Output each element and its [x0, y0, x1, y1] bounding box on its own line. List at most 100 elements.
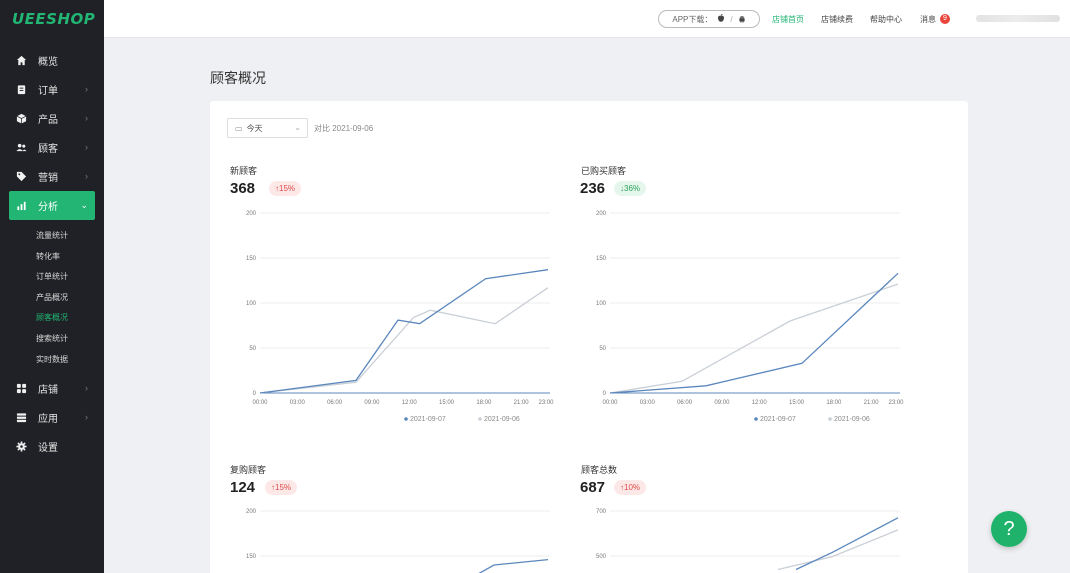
store-renew-link[interactable]: 店铺续费 — [821, 15, 853, 24]
sidebar-item-analysis[interactable]: 分析 ⌄ — [9, 191, 95, 220]
box-icon — [16, 113, 27, 124]
y-tick-label: 200 — [246, 211, 257, 217]
y-tick-label: 500 — [596, 554, 607, 560]
x-tick-label: 15:00 — [789, 400, 805, 406]
android-icon[interactable] — [738, 14, 746, 25]
legend-marker — [478, 417, 482, 421]
home-icon — [16, 55, 27, 66]
x-tick-label: 12:00 — [752, 400, 768, 406]
chevron-down-icon: ⌄ — [294, 123, 301, 132]
sidebar-item-label: 设置 — [38, 443, 58, 455]
page-title: 顾客概况 — [210, 70, 266, 86]
series-line — [795, 517, 899, 571]
store-home-link[interactable]: 店铺首页 — [772, 15, 804, 24]
legend-marker — [828, 417, 832, 421]
app-download-label: APP下载： — [672, 14, 713, 24]
legend-label: 2021-09-07 — [760, 416, 796, 423]
x-tick-label: 18:00 — [476, 400, 492, 406]
x-tick-label: 09:00 — [364, 400, 380, 406]
stack-icon — [16, 412, 27, 423]
sidebar-item-customers[interactable]: 顾客 › — [0, 133, 104, 162]
y-tick-label: 100 — [246, 301, 257, 307]
tag-icon — [16, 171, 27, 182]
sidebar-item-label: 营销 — [38, 173, 58, 184]
message-count-badge: 9 — [940, 14, 950, 24]
messages-link[interactable]: 消息 — [920, 15, 936, 24]
date-range-value: 今天 — [246, 123, 263, 133]
divider: / — [730, 14, 733, 24]
change-badge-new-customers: ↑15% — [269, 181, 302, 196]
sidebar-item-label: 分析 — [38, 202, 58, 213]
repeat-customers-chart: 200 150 — [246, 509, 550, 573]
metric-label-repeat-customers: 复购顾客 — [230, 465, 267, 475]
x-tick-label: 21:00 — [864, 400, 880, 406]
y-tick-label: 200 — [246, 509, 257, 515]
user-account[interactable] — [976, 15, 1060, 22]
subnav-search[interactable]: 搜索统计 — [36, 333, 68, 343]
y-tick-label: 0 — [253, 391, 257, 397]
legend-marker — [404, 417, 408, 421]
bar-chart-icon — [16, 200, 27, 211]
help-center-link[interactable]: 帮助中心 — [870, 15, 902, 24]
sidebar-item-label: 产品 — [38, 115, 58, 126]
new-customers-chart: 200 150 100 50 0 00:00 03:00 06:00 09:00 12:00 15:… — [246, 211, 554, 423]
subnav-traffic[interactable]: 流量统计 — [36, 231, 68, 240]
top-header: APP下载： / 店铺首页 店铺续费 帮助中心 消息 9 — [104, 0, 1070, 38]
sidebar-item-marketing[interactable]: 营销 › — [0, 162, 104, 191]
series-line — [259, 287, 549, 394]
y-tick-label: 0 — [603, 391, 607, 397]
chevron-right-icon: › — [85, 84, 88, 94]
sidebar: UEESHOP 概览 订单 › 产品 › 顾客 › 营销 › 分析 — [0, 0, 104, 573]
sidebar-item-products[interactable]: 产品 › — [0, 104, 104, 133]
analysis-subnav: 流量统计 转化率 订单统计 产品概况 顾客概况 搜索统计 实时数据 — [0, 220, 104, 374]
customer-overview-card: ▭ 今天 ⌄ 对比 2021-09-06 新顾客 368 ↑15% 200 150… — [210, 101, 968, 573]
sidebar-item-store[interactable]: 店铺 › — [0, 374, 104, 403]
subnav-realtime[interactable]: 实时数据 — [36, 354, 68, 364]
metric-label-total-customers: 顾客总数 — [581, 465, 618, 475]
users-icon — [16, 142, 27, 153]
y-tick-label: 150 — [596, 256, 607, 262]
legend-label: 2021-09-06 — [484, 416, 520, 423]
clipboard-icon — [16, 84, 27, 95]
x-tick-label: 00:00 — [602, 400, 618, 406]
series-line — [478, 558, 549, 573]
sidebar-nav: 概览 订单 › 产品 › 顾客 › 营销 › 分析 ⌄ 流量统计 — [0, 46, 104, 461]
metric-label-new-customers: 新顾客 — [230, 166, 258, 176]
sidebar-item-label: 店铺 — [38, 385, 58, 397]
sidebar-item-label: 顾客 — [38, 144, 58, 155]
sidebar-item-orders[interactable]: 订单 › — [0, 75, 104, 104]
purchased-customers-chart: 200 150 100 50 0 00:00 03:00 06:00 09:00 12:00 15:… — [596, 211, 904, 423]
legend-label: 2021-09-07 — [410, 416, 446, 423]
change-badge-total-customers: ↑10% — [614, 480, 647, 495]
change-badge-repeat-customers: ↑15% — [265, 480, 298, 495]
sidebar-item-settings[interactable]: 设置 — [0, 432, 104, 461]
y-tick-label: 50 — [249, 346, 256, 352]
x-tick-label: 00:00 — [252, 400, 268, 406]
chevron-right-icon: › — [85, 412, 88, 423]
x-tick-label: 09:00 — [714, 400, 730, 406]
sidebar-item-overview[interactable]: 概览 — [0, 46, 104, 75]
logo[interactable]: UEESHOP — [12, 10, 96, 28]
apple-icon[interactable] — [717, 13, 725, 25]
chevron-down-icon: ⌄ — [80, 200, 88, 210]
app-download[interactable]: APP下载： / — [658, 10, 760, 28]
x-tick-label: 06:00 — [327, 400, 343, 406]
subnav-products[interactable]: 产品概况 — [36, 292, 68, 302]
sidebar-item-label: 应用 — [38, 414, 58, 426]
subnav-customers[interactable]: 顾客概况 — [36, 313, 68, 323]
compare-date: 对比 2021-09-06 — [314, 124, 374, 133]
y-tick-label: 150 — [246, 256, 257, 262]
subnav-conversion[interactable]: 转化率 — [36, 251, 60, 261]
y-tick-label: 100 — [596, 301, 607, 307]
sidebar-item-apps[interactable]: 应用 › — [0, 403, 104, 432]
x-tick-label: 03:00 — [640, 400, 656, 406]
metric-value-repeat-customers: 124 — [230, 479, 256, 496]
y-tick-label: 50 — [599, 346, 606, 352]
calendar-icon: ▭ — [235, 123, 243, 133]
help-button[interactable]: ? — [991, 511, 1027, 547]
y-tick-label: 150 — [246, 554, 257, 560]
subnav-orders[interactable]: 订单统计 — [36, 272, 68, 282]
date-range-select[interactable]: ▭ 今天 ⌄ — [227, 118, 308, 138]
legend-marker — [754, 417, 758, 421]
sidebar-item-label: 订单 — [38, 86, 58, 97]
